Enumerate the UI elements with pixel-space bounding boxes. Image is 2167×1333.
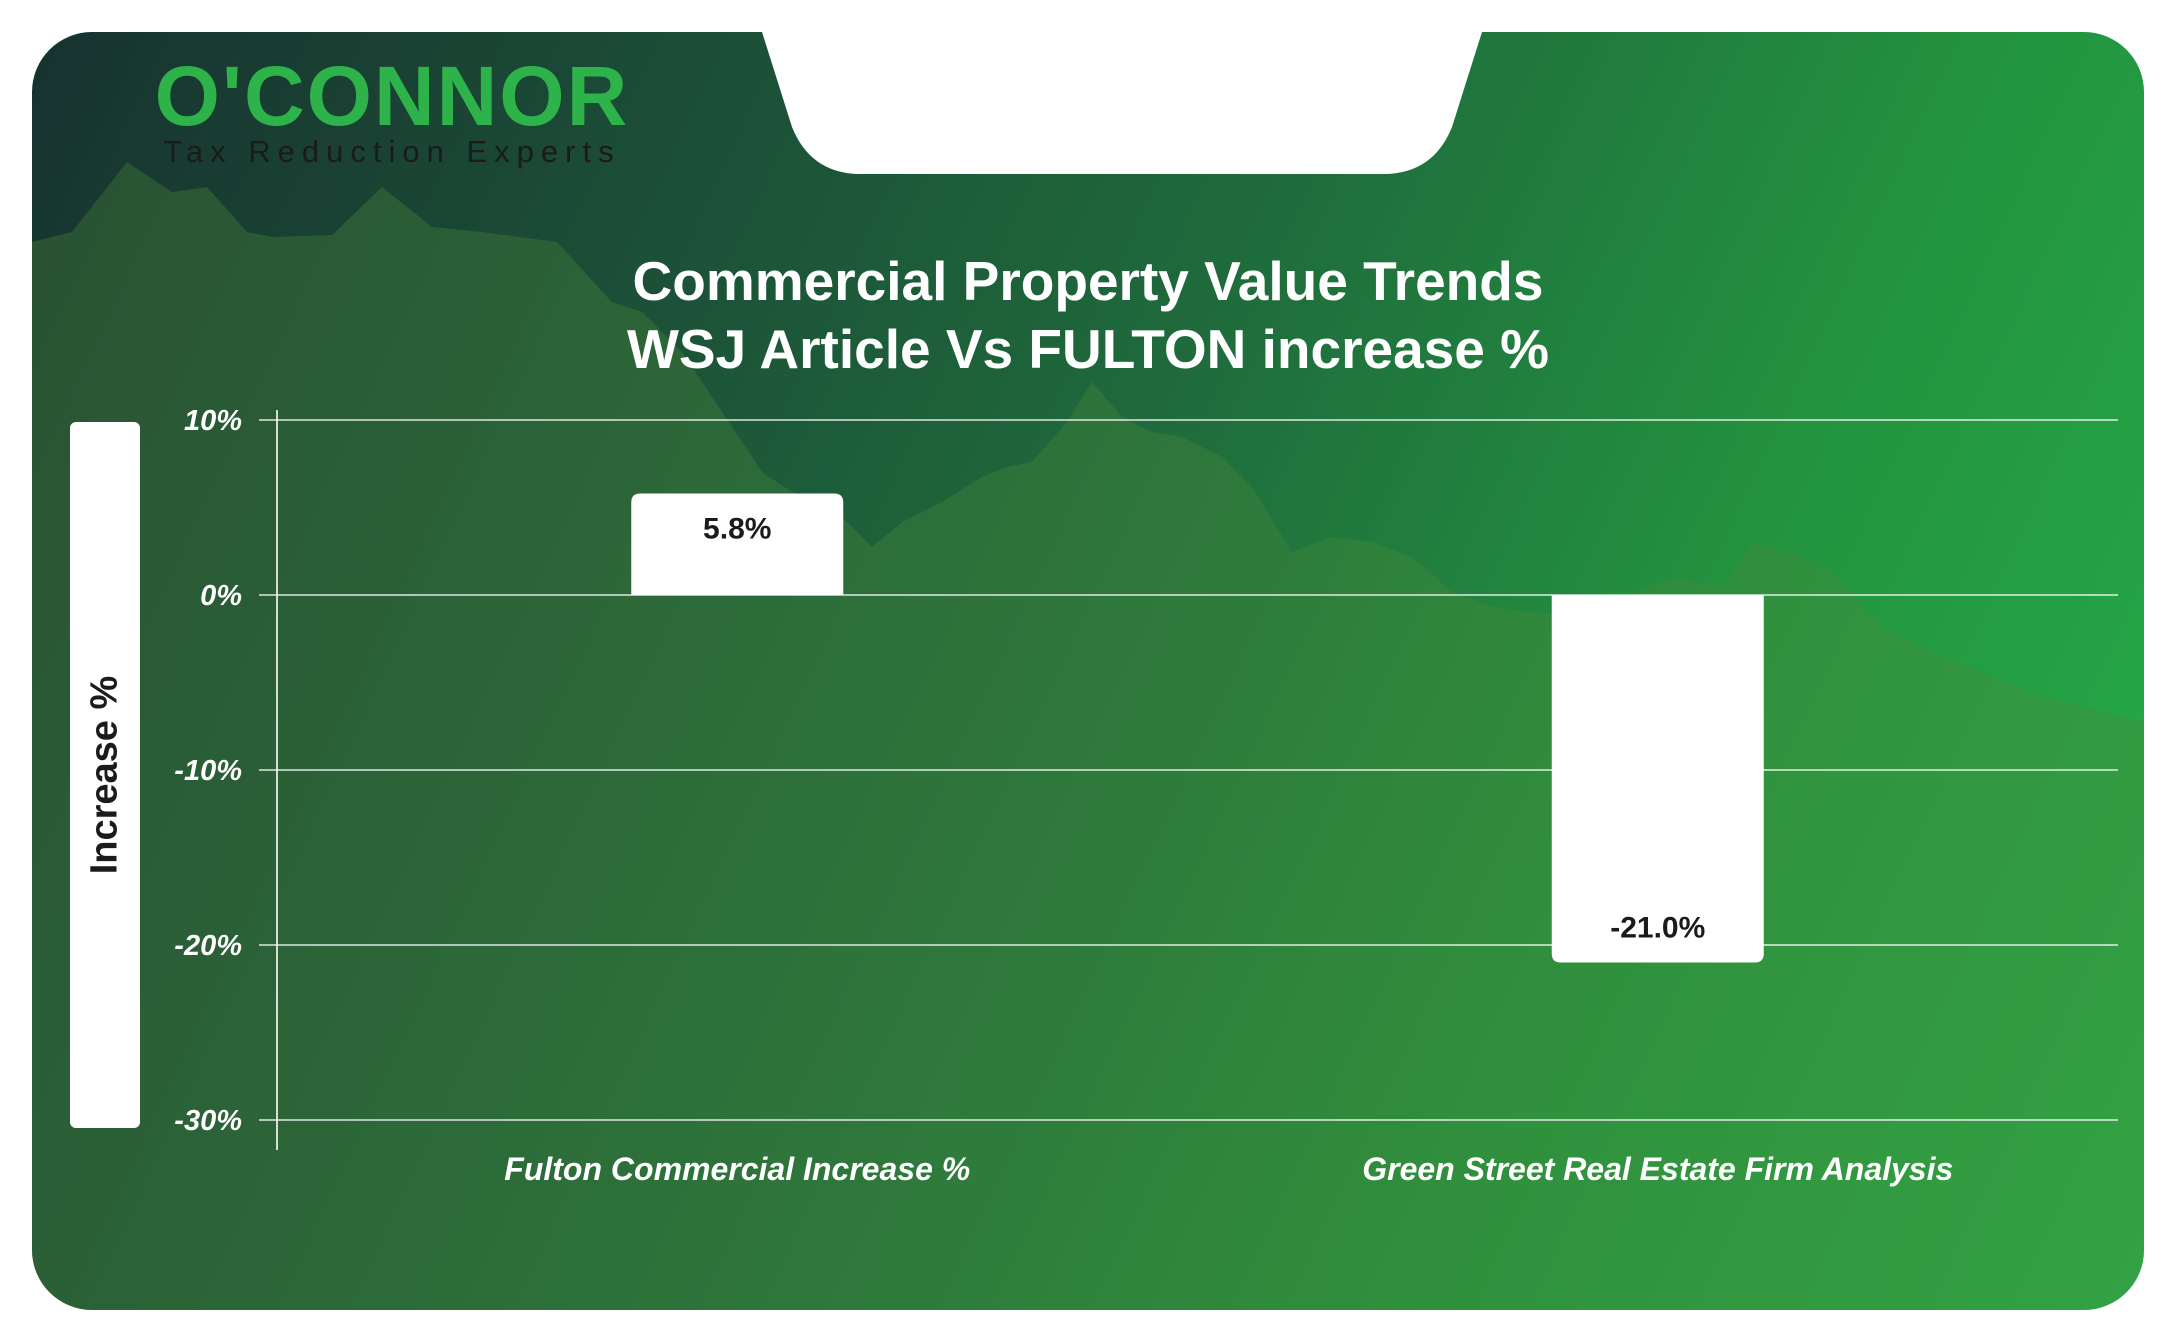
x-category-label: Fulton Commercial Increase % xyxy=(504,1151,970,1187)
logo-tab xyxy=(762,32,1482,174)
y-axis-label-box xyxy=(70,422,140,1128)
logo-wordmark: O'CONNOR xyxy=(154,49,630,143)
logo-tagline: Tax Reduction Experts xyxy=(163,134,621,169)
y-tick-label: 0% xyxy=(200,580,242,612)
y-tick-label: -20% xyxy=(174,930,242,962)
background-mountain-graphic xyxy=(32,162,2144,1310)
bar-chart: 10% 0% -10% -20% -30% 5.8% Fulton Commercial I… xyxy=(174,405,2118,1187)
y-tick-label: 10% xyxy=(184,405,242,437)
chart-subtitle: WSJ Article Vs FULTON increase % xyxy=(626,318,1550,380)
y-tick-label: -30% xyxy=(174,1105,242,1137)
chart-title: Commercial Property Value Trends xyxy=(632,250,1544,312)
chart-panel: O'CONNOR Tax Reduction Experts Commercia… xyxy=(32,32,2144,1310)
bar-data-label: 5.8% xyxy=(703,513,771,546)
y-tick-label: -10% xyxy=(174,755,242,787)
bar-data-label: -21.0% xyxy=(1610,912,1705,945)
bar xyxy=(1551,595,1764,963)
bar xyxy=(631,493,844,595)
x-category-label: Green Street Real Estate Firm Analysis xyxy=(1362,1151,1953,1187)
